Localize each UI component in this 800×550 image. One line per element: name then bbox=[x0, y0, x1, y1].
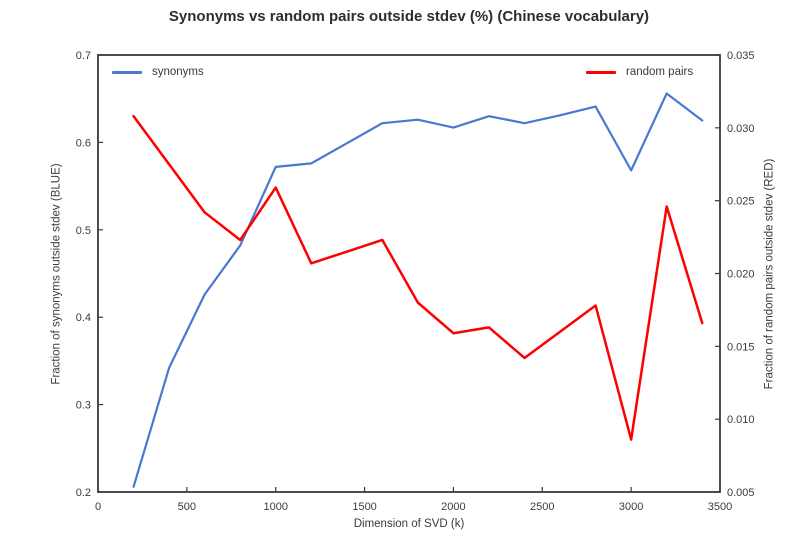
left-y-tick-label: 0.7 bbox=[76, 50, 91, 62]
left-y-tick-label: 0.2 bbox=[76, 487, 91, 499]
x-tick-label: 2500 bbox=[530, 501, 554, 513]
left-y-tick-label: 0.6 bbox=[76, 137, 91, 149]
right-y-tick-label: 0.020 bbox=[727, 269, 755, 281]
x-tick-label: 0 bbox=[95, 501, 101, 513]
right-y-tick-label: 0.010 bbox=[727, 414, 755, 426]
left-y-tick-label: 0.3 bbox=[76, 400, 91, 412]
right-y-tick-label: 0.005 bbox=[727, 487, 755, 499]
series-line-random-pairs bbox=[132, 114, 704, 441]
series-line-synonyms bbox=[132, 92, 704, 488]
right-y-tick-label: 0.030 bbox=[727, 123, 755, 135]
x-tick-label: 2000 bbox=[441, 501, 465, 513]
x-tick-label: 1500 bbox=[352, 501, 376, 513]
x-tick-label: 3000 bbox=[619, 501, 643, 513]
chart-title: Synonyms vs random pairs outside stdev (… bbox=[168, 8, 650, 25]
right-axis-label: Fraction of random pairs outside stdev (… bbox=[763, 158, 776, 390]
x-tick-label: 500 bbox=[178, 501, 196, 513]
x-tick-label: 1000 bbox=[263, 501, 287, 513]
legend-item-synonyms: synonyms bbox=[112, 64, 204, 80]
legend-item-random-pairs: random pairs bbox=[586, 64, 693, 80]
x-axis-label: Dimension of SVD (k) bbox=[353, 518, 465, 530]
legend-label-random-pairs: random pairs bbox=[626, 66, 694, 78]
legend-label-synonyms: synonyms bbox=[152, 66, 204, 78]
left-y-tick-label: 0.4 bbox=[76, 312, 91, 324]
right-y-tick-label: 0.015 bbox=[727, 341, 755, 353]
left-axis-label: Fraction of synonyms outside stdev (BLUE… bbox=[50, 163, 63, 385]
right-y-tick-label: 0.035 bbox=[727, 50, 755, 62]
right-y-tick-label: 0.025 bbox=[727, 196, 755, 208]
left-y-tick-label: 0.5 bbox=[76, 225, 91, 237]
synonyms-line-swatch bbox=[112, 70, 142, 74]
x-tick-label: 3500 bbox=[708, 501, 732, 513]
random-pairs-line-swatch bbox=[586, 70, 616, 74]
